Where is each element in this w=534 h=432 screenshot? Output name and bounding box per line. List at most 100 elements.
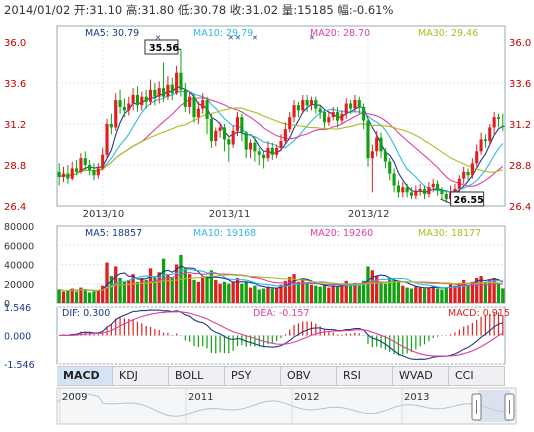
price-candle (188, 96, 192, 107)
volume-ma-legend-item: MA20: 19260 (310, 228, 373, 239)
tab-boll[interactable]: BOLL (169, 367, 225, 385)
volume-bar (140, 277, 144, 303)
volume-bar (244, 281, 248, 303)
price-candle (466, 171, 470, 176)
timeline-year-label: 2011 (188, 392, 213, 403)
volume-bar (266, 286, 270, 303)
price-candle (444, 194, 448, 200)
volume-bar (101, 285, 105, 303)
price-axis-right-label: 26.4 (509, 202, 531, 213)
macd-panel: 1.546 0.000 -1.546 DIF: 0.300 DEA: -0.157 MAC… (4, 303, 510, 371)
volume-bar (70, 288, 74, 303)
volume-bar (314, 285, 318, 303)
volume-bar (301, 279, 305, 303)
price-axis-left-label: 26.4 (4, 202, 26, 213)
volume-axis-label: 80000 (4, 222, 34, 233)
volume-axis-label: 20000 (4, 280, 34, 291)
price-candle (101, 154, 105, 169)
volume-bar (483, 281, 488, 303)
price-candle (118, 100, 122, 107)
tab-rsi[interactable]: RSI (337, 367, 393, 385)
volume-bar (279, 284, 283, 303)
tab-obv[interactable]: OBV (281, 367, 337, 385)
price-candle (61, 173, 66, 177)
price-candle (301, 100, 305, 111)
tab-psy[interactable]: PSY (225, 367, 281, 385)
volume-bar (488, 279, 492, 303)
timeline-navigator[interactable]: 2009 2011 2012 2013 (56, 387, 517, 425)
tab-kdj[interactable]: KDJ (113, 367, 169, 385)
tab-wvad[interactable]: WVAD (393, 367, 449, 385)
volume-bar (331, 285, 335, 303)
tab-cci[interactable]: CCI (449, 367, 505, 385)
volume-panel: 80000 60000 40000 20000 0 MA5: 18857 MA10: 191… (4, 222, 506, 310)
volume-bar (457, 282, 461, 303)
macd-dea-line (59, 311, 504, 357)
price-candle (305, 100, 309, 106)
volume-bar (496, 282, 501, 303)
price-candle (231, 130, 235, 145)
volume-bar (427, 287, 431, 303)
volume-ma10-line (59, 268, 503, 292)
price-candle (96, 168, 100, 176)
price-candle (92, 170, 96, 176)
indicator-tabs: MACD KDJ BOLL PSY OBV RSI WVAD CCI (57, 366, 505, 386)
volume-bar (431, 285, 435, 303)
timeline-sparkline (56, 392, 517, 417)
volume-bar (296, 281, 301, 303)
price-candle (427, 187, 431, 195)
price-candle (83, 158, 87, 165)
price-axis-right-label: 31.2 (509, 120, 531, 131)
volume-bar (401, 285, 405, 303)
event-marker: ✕ (309, 34, 315, 42)
date-axis-label: 2013/12 (348, 209, 390, 220)
volume-bar (270, 288, 274, 303)
price-ma-legend-item: MA20: 28.70 (310, 28, 370, 39)
price-candle (253, 142, 257, 152)
price-candle (296, 105, 300, 111)
price-ma-legend-item: MA5: 30.79 (85, 28, 139, 39)
price-candle (157, 88, 161, 97)
price-candle (161, 88, 166, 97)
price-candle (235, 117, 240, 131)
price-ma-legend-item: MA30: 29.46 (418, 28, 478, 39)
price-candle (240, 117, 244, 133)
macd-legend-item: MACD: 0.915 (448, 308, 510, 319)
volume-bar (444, 287, 448, 303)
price-candle (431, 183, 435, 188)
price-candle (388, 161, 392, 174)
volume-bar (261, 288, 266, 303)
price-candle (357, 100, 361, 107)
volume-bar (153, 277, 157, 303)
volume-bar (74, 291, 79, 303)
volume-bar (375, 276, 379, 303)
volume-bar (388, 277, 392, 303)
volume-bar (87, 292, 92, 303)
macd-axis-label: -1.546 (4, 360, 35, 371)
volume-bar (462, 279, 466, 303)
volume-axis-label: 0 (4, 299, 10, 310)
volume-bar (492, 277, 496, 303)
price-candle (244, 132, 248, 150)
volume-bar (248, 287, 253, 303)
price-candle (75, 168, 79, 172)
price-candle (314, 100, 318, 109)
price-ma30-line (58, 107, 503, 178)
price-axis-left-label: 28.8 (4, 161, 26, 172)
volume-bar (222, 281, 227, 303)
price-candle (501, 125, 505, 128)
price-candle (144, 96, 148, 102)
tab-macd[interactable]: MACD (57, 367, 113, 385)
volume-bar (83, 290, 87, 303)
volume-bar (309, 284, 314, 303)
volume-bar (214, 279, 218, 303)
price-candle (227, 139, 231, 145)
event-marker: ✕ (228, 34, 234, 42)
price-candle (292, 105, 296, 118)
price-candle (331, 112, 335, 118)
price-candle (283, 129, 287, 142)
volume-bar (335, 286, 340, 303)
volume-bar (122, 281, 127, 303)
annotation-box (144, 39, 179, 55)
volume-bar (109, 276, 114, 303)
